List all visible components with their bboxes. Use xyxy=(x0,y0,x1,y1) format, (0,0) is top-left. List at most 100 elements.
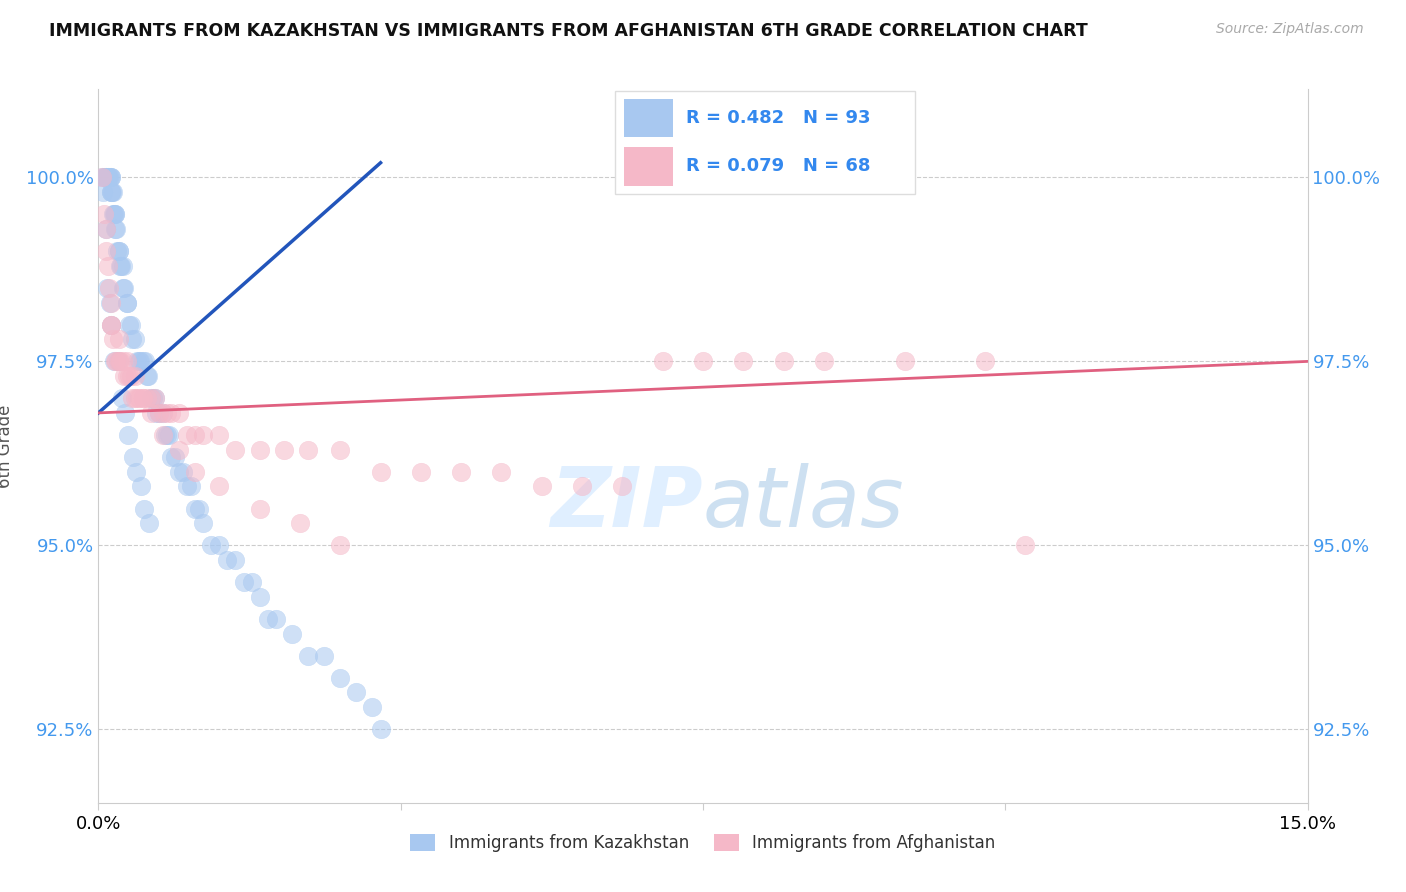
Point xyxy=(103,354,125,368)
Point xyxy=(249,442,271,457)
Point xyxy=(132,391,155,405)
Point xyxy=(156,428,179,442)
Point xyxy=(97,170,120,185)
Point xyxy=(297,442,319,457)
Text: Source: ZipAtlas.com: Source: ZipAtlas.com xyxy=(1216,22,1364,37)
Point xyxy=(121,332,143,346)
Point xyxy=(297,648,319,663)
Y-axis label: 6th Grade: 6th Grade xyxy=(0,404,14,488)
Point xyxy=(132,354,155,368)
Point xyxy=(152,428,174,442)
Point xyxy=(127,391,149,405)
Point xyxy=(264,612,287,626)
Point xyxy=(112,369,135,384)
Point xyxy=(124,391,146,405)
Point xyxy=(232,575,254,590)
Point xyxy=(329,538,352,552)
Point xyxy=(148,406,170,420)
Point xyxy=(974,354,997,368)
Point xyxy=(96,244,118,258)
Point xyxy=(104,222,127,236)
Point xyxy=(281,626,304,640)
Point xyxy=(105,244,128,258)
Point xyxy=(111,391,134,405)
Point xyxy=(273,442,295,457)
Point xyxy=(100,170,122,185)
Point xyxy=(733,354,755,368)
Point xyxy=(208,428,231,442)
Point xyxy=(115,354,138,368)
Point xyxy=(224,442,246,457)
Point xyxy=(249,501,271,516)
Point xyxy=(103,207,125,221)
Point xyxy=(692,354,714,368)
Point xyxy=(240,575,263,590)
Point xyxy=(94,170,117,185)
Point xyxy=(115,295,138,310)
Point xyxy=(1014,538,1036,552)
Text: R = 0.482   N = 93: R = 0.482 N = 93 xyxy=(686,109,870,127)
Point xyxy=(127,354,149,368)
Point xyxy=(370,723,392,737)
Point xyxy=(128,391,150,405)
Point xyxy=(200,538,222,552)
Point xyxy=(97,259,120,273)
Point xyxy=(108,354,131,368)
Point xyxy=(93,207,115,221)
Point xyxy=(160,450,183,464)
Point xyxy=(114,406,136,420)
Point xyxy=(101,185,124,199)
Point xyxy=(120,318,142,332)
Point xyxy=(128,354,150,368)
Point xyxy=(157,428,180,442)
Point xyxy=(172,465,194,479)
Point xyxy=(571,479,593,493)
Point xyxy=(105,222,128,236)
Point xyxy=(491,465,513,479)
Point xyxy=(139,406,162,420)
Point xyxy=(160,406,183,420)
Point xyxy=(120,369,142,384)
Point xyxy=(96,170,118,185)
Point xyxy=(167,406,190,420)
Point xyxy=(122,450,145,464)
Point xyxy=(450,465,472,479)
Point xyxy=(96,281,118,295)
Point xyxy=(142,391,165,405)
Point xyxy=(91,170,114,185)
Point xyxy=(180,479,202,493)
Point xyxy=(100,318,122,332)
Point xyxy=(107,244,129,258)
Point xyxy=(134,354,156,368)
Text: ZIP: ZIP xyxy=(550,463,703,543)
Text: R = 0.079   N = 68: R = 0.079 N = 68 xyxy=(686,157,870,175)
Point xyxy=(138,516,160,531)
Point xyxy=(176,479,198,493)
Point xyxy=(139,391,162,405)
Point xyxy=(103,207,125,221)
Point xyxy=(208,479,231,493)
Point xyxy=(139,391,162,405)
Point xyxy=(94,222,117,236)
Point xyxy=(91,170,114,185)
Point xyxy=(107,354,129,368)
Text: atlas: atlas xyxy=(703,463,904,543)
Point xyxy=(108,259,131,273)
Point xyxy=(163,450,186,464)
Point xyxy=(134,501,156,516)
Point xyxy=(96,170,118,185)
Point xyxy=(813,354,835,368)
Point xyxy=(772,354,794,368)
Point xyxy=(193,428,215,442)
Text: IMMIGRANTS FROM KAZAKHSTAN VS IMMIGRANTS FROM AFGHANISTAN 6TH GRADE CORRELATION : IMMIGRANTS FROM KAZAKHSTAN VS IMMIGRANTS… xyxy=(49,22,1088,40)
Point xyxy=(208,538,231,552)
Point xyxy=(101,332,124,346)
Point xyxy=(94,170,117,185)
Point xyxy=(100,318,122,332)
Point xyxy=(256,612,278,626)
Point xyxy=(129,354,152,368)
Point xyxy=(138,369,160,384)
Point xyxy=(101,185,124,199)
FancyBboxPatch shape xyxy=(614,91,915,194)
Point xyxy=(288,516,311,531)
